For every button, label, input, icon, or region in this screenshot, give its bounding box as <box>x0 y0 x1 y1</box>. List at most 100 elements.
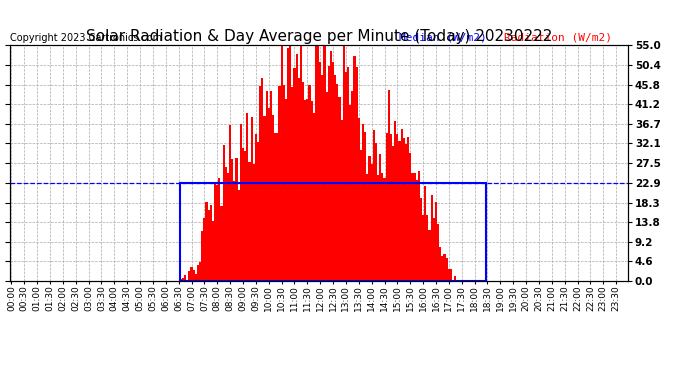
Bar <box>246 113 248 281</box>
Bar <box>388 90 390 281</box>
Bar <box>212 221 214 281</box>
Bar <box>248 162 250 281</box>
Bar <box>287 48 289 281</box>
Bar <box>396 134 398 281</box>
Bar <box>235 158 237 281</box>
Bar <box>184 275 186 281</box>
Bar <box>242 148 244 281</box>
Bar <box>351 91 353 281</box>
Bar <box>240 124 242 281</box>
Bar <box>386 134 388 281</box>
Bar <box>368 156 371 281</box>
Bar <box>362 124 364 281</box>
Bar <box>255 134 257 281</box>
Bar <box>268 108 270 281</box>
Bar <box>274 133 276 281</box>
Bar <box>293 68 295 281</box>
Bar <box>300 45 302 281</box>
Bar <box>193 270 195 281</box>
Bar <box>186 280 188 281</box>
Bar <box>411 173 413 281</box>
Bar <box>257 142 259 281</box>
Bar <box>295 54 297 281</box>
Bar <box>360 150 362 281</box>
Bar <box>308 85 310 281</box>
Bar <box>452 280 454 281</box>
Bar <box>355 68 357 281</box>
Bar <box>283 85 285 281</box>
Bar <box>306 99 308 281</box>
Bar <box>229 125 231 281</box>
Bar <box>403 138 405 281</box>
Bar <box>326 92 328 281</box>
Bar <box>398 141 401 281</box>
Bar <box>223 145 225 281</box>
Bar <box>281 46 283 281</box>
Bar <box>270 91 272 281</box>
Bar <box>225 168 227 281</box>
Bar <box>424 186 426 281</box>
Bar <box>341 120 343 281</box>
Bar <box>210 205 212 281</box>
Bar <box>201 231 204 281</box>
Bar <box>206 202 208 281</box>
Bar <box>454 276 456 281</box>
Bar <box>195 274 197 281</box>
Bar <box>384 178 386 281</box>
Title: Solar Radiation & Day Average per Minute (Today) 20230222: Solar Radiation & Day Average per Minute… <box>86 29 552 44</box>
Bar <box>440 248 442 281</box>
Bar <box>313 113 315 281</box>
Bar <box>401 129 403 281</box>
Bar <box>377 175 380 281</box>
Bar <box>285 99 287 281</box>
Bar <box>345 72 347 281</box>
Bar <box>334 75 336 281</box>
Bar <box>433 218 435 281</box>
Bar <box>315 45 317 281</box>
Bar <box>233 181 235 281</box>
Bar <box>343 45 345 281</box>
Bar <box>328 66 330 281</box>
Bar <box>426 215 428 281</box>
Bar <box>405 144 407 281</box>
Bar <box>214 182 216 281</box>
Bar <box>182 278 184 281</box>
Bar <box>304 100 306 281</box>
Bar <box>227 173 229 281</box>
Bar <box>390 134 392 281</box>
Bar <box>218 178 221 281</box>
Bar <box>373 130 375 281</box>
Bar <box>380 154 382 281</box>
Bar <box>353 56 355 281</box>
Bar <box>231 159 233 281</box>
Bar <box>409 153 411 281</box>
Bar <box>291 87 293 281</box>
Bar <box>332 62 334 281</box>
Bar <box>276 133 278 281</box>
Bar <box>349 105 351 281</box>
Text: Copyright 2023 Cartronics.com: Copyright 2023 Cartronics.com <box>10 33 162 43</box>
Bar <box>266 90 268 281</box>
Bar <box>190 267 193 281</box>
Bar <box>371 164 373 281</box>
Bar <box>244 151 246 281</box>
Bar <box>437 224 440 281</box>
Bar <box>428 230 431 281</box>
Bar <box>259 86 262 281</box>
Bar <box>444 254 446 281</box>
Text: Median (W/m2): Median (W/m2) <box>400 33 487 43</box>
Bar <box>180 183 486 281</box>
Bar <box>216 185 218 281</box>
Bar <box>317 45 319 281</box>
Bar <box>221 206 223 281</box>
Bar <box>382 173 384 281</box>
Bar <box>302 82 304 281</box>
Bar <box>208 210 210 281</box>
Bar <box>197 265 199 281</box>
Bar <box>392 146 394 281</box>
Bar <box>336 84 338 281</box>
Bar <box>204 218 206 281</box>
Bar <box>364 132 366 281</box>
Bar <box>253 164 255 281</box>
Bar <box>415 180 417 281</box>
